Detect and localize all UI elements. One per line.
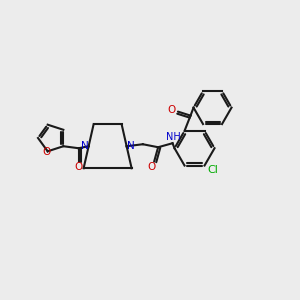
Text: O: O bbox=[147, 162, 155, 172]
Text: N: N bbox=[127, 141, 134, 151]
Text: O: O bbox=[43, 147, 51, 157]
Text: N: N bbox=[81, 141, 88, 151]
Text: O: O bbox=[74, 162, 83, 172]
Text: NH: NH bbox=[166, 132, 181, 142]
Text: O: O bbox=[168, 105, 176, 115]
Text: Cl: Cl bbox=[207, 164, 218, 175]
